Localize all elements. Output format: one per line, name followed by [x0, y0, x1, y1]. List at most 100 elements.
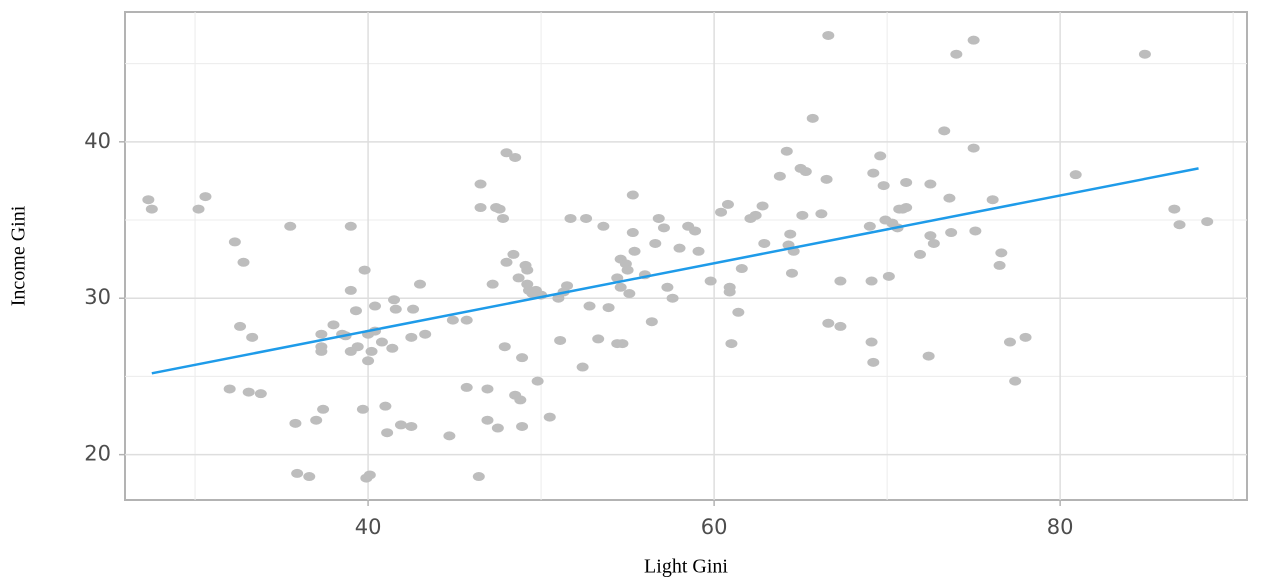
y-axis-title: Income Gini	[8, 205, 30, 306]
scatter-point	[481, 415, 494, 425]
scatter-point	[796, 210, 809, 220]
scatter-point	[645, 317, 658, 327]
scatter-point	[922, 351, 935, 361]
scatter-point	[756, 201, 769, 211]
scatter-point	[419, 329, 432, 339]
scatter-point	[882, 271, 895, 281]
scatter-point	[405, 421, 418, 431]
scatter-point	[657, 223, 670, 233]
scatter-point	[689, 226, 702, 236]
scatter-point	[597, 221, 610, 231]
scatter-point	[784, 229, 797, 239]
scatter-point	[389, 304, 402, 314]
scatter-point	[493, 204, 506, 214]
scatter-point	[900, 177, 913, 187]
scatter-point	[621, 265, 634, 275]
scatter-point	[507, 249, 520, 259]
scatter-point	[834, 321, 847, 331]
y-tick-label: 40	[84, 129, 111, 153]
x-tick-label: 60	[701, 515, 728, 539]
scatter-point	[900, 203, 913, 213]
scatter-point	[491, 423, 504, 433]
scatter-point	[865, 337, 878, 347]
scatter-point	[509, 152, 522, 162]
scatter-point	[924, 231, 937, 241]
scatter-point	[723, 287, 736, 297]
scatter-point	[388, 295, 401, 305]
scatter-point	[561, 281, 574, 291]
scatter-point	[580, 213, 593, 223]
scatter-point	[369, 301, 382, 311]
scatter-point	[652, 213, 665, 223]
scatter-point	[446, 315, 459, 325]
scatter-point	[626, 228, 639, 238]
scatter-point	[969, 226, 982, 236]
scatter-point	[521, 265, 534, 275]
scatter-point	[799, 167, 812, 177]
scatter-point	[673, 243, 686, 253]
scatter-point	[863, 221, 876, 231]
scatter-point	[394, 420, 407, 430]
scatter-point	[1069, 170, 1082, 180]
scatter-point	[289, 418, 302, 428]
scatter-point	[474, 179, 487, 189]
scatter-point	[405, 332, 418, 342]
scatter-point	[486, 279, 499, 289]
scatter-point	[945, 228, 958, 238]
scatter-point	[995, 248, 1008, 258]
scatter-point	[497, 213, 510, 223]
scatter-point	[704, 276, 717, 286]
scatter-point	[628, 246, 641, 256]
scatter-point	[242, 387, 255, 397]
scatter-point	[460, 315, 473, 325]
scatter-point	[806, 113, 819, 123]
scatter-point	[661, 282, 674, 292]
scatter-point	[602, 303, 615, 313]
scatter-point	[780, 146, 793, 156]
scatter-point	[349, 306, 362, 316]
scatter-point	[924, 179, 937, 189]
scatter-point	[1009, 376, 1022, 386]
scatter-point	[500, 257, 513, 267]
scatter-point	[735, 264, 748, 274]
scatter-point	[514, 395, 527, 405]
scatter-point	[291, 468, 304, 478]
scatter-point	[234, 321, 247, 331]
scatter-point	[375, 337, 388, 347]
scatter-point	[721, 199, 734, 209]
x-tick-label: 80	[1047, 515, 1074, 539]
y-tick-label: 30	[84, 285, 111, 309]
scatter-point	[500, 148, 513, 158]
scatter-point	[564, 213, 577, 223]
scatter-point	[386, 343, 399, 353]
scatter-point	[867, 357, 880, 367]
scatter-point	[820, 174, 833, 184]
scatter-point	[614, 282, 627, 292]
scatter-point	[223, 384, 236, 394]
scatter-point	[583, 301, 596, 311]
scatter-point	[284, 221, 297, 231]
scatter-point	[943, 193, 956, 203]
scatter-point	[472, 472, 485, 482]
scatter-point	[317, 404, 330, 414]
scatter-point	[199, 192, 212, 202]
scatter-point	[1168, 204, 1181, 214]
scatter-point	[967, 35, 980, 45]
scatter-point	[576, 362, 589, 372]
scatter-point	[554, 335, 567, 345]
scatter-point	[914, 249, 927, 259]
scatter-point	[867, 168, 880, 178]
scatter-point	[993, 260, 1006, 270]
scatter-point	[344, 285, 357, 295]
scatter-point	[358, 265, 371, 275]
scatter-point	[692, 246, 705, 256]
scatter-point	[246, 332, 259, 342]
scatter-point	[192, 204, 205, 214]
scatter-point	[481, 384, 494, 394]
scatter-point	[927, 238, 940, 248]
scatter-point	[785, 268, 798, 278]
scatter-point	[822, 30, 835, 40]
scatter-point	[142, 195, 155, 205]
